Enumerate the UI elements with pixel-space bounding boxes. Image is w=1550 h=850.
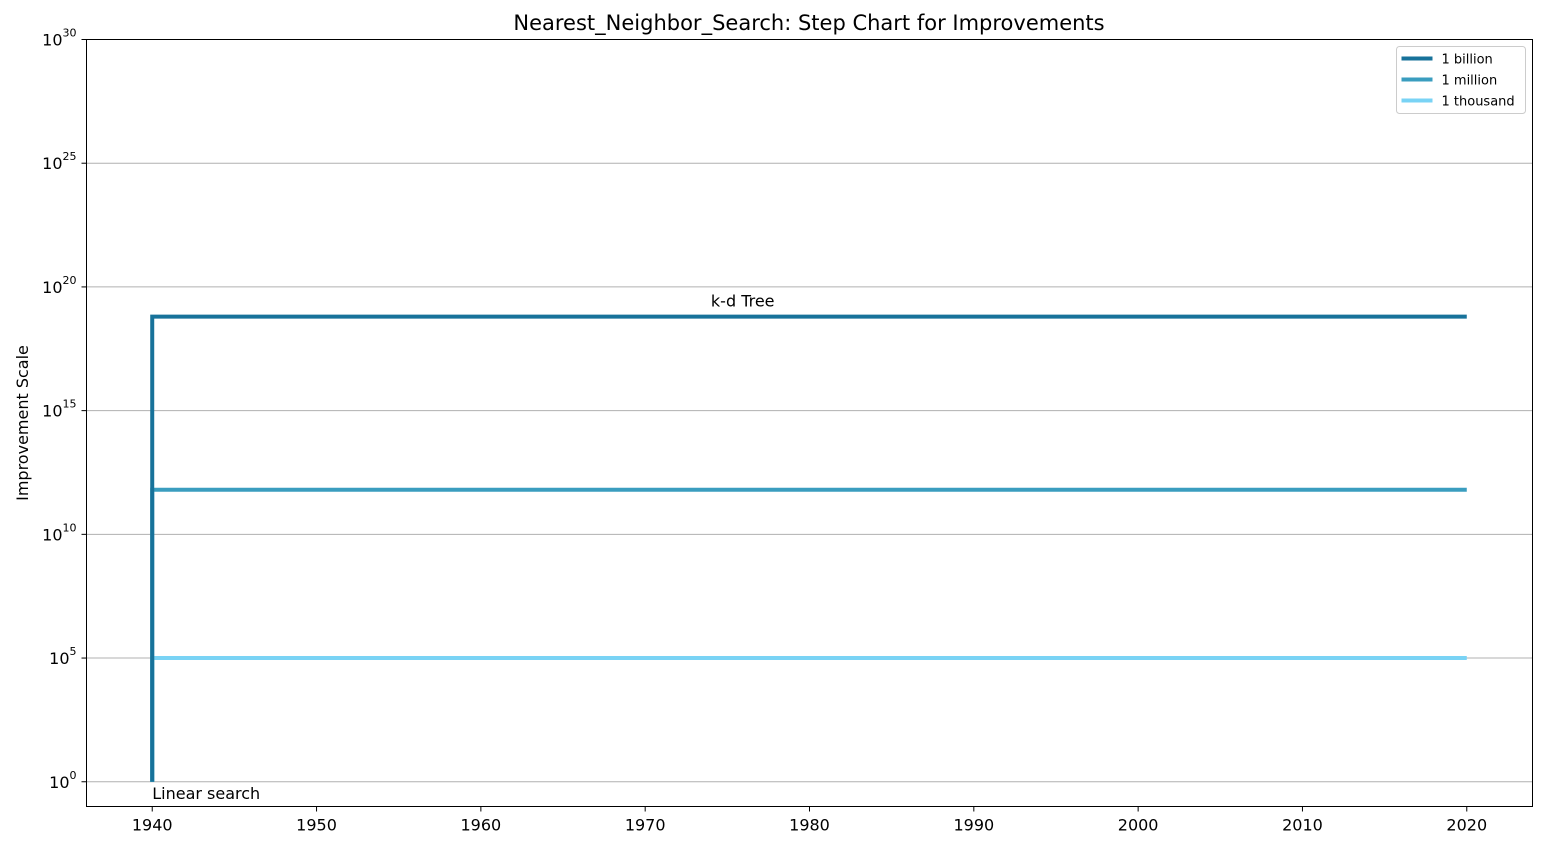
y-tick-label: 1030	[42, 27, 76, 50]
series-line-2	[150, 487, 1467, 782]
series-line-1	[150, 314, 1467, 782]
y-axis-label: Improvement Scale	[13, 345, 32, 501]
x-tick-label: 1970	[625, 816, 666, 835]
gridlines	[86, 39, 1533, 783]
y-axis-ticks: 100 105 1010 1015 1020 1025 1030	[42, 27, 87, 792]
x-tick-label: 2020	[1446, 816, 1487, 835]
y-tick-label: 1025	[42, 150, 76, 173]
x-tick-label: 1980	[789, 816, 830, 835]
x-tick-label: 2000	[1118, 816, 1159, 835]
chart-title: Nearest_Neighbor_Search: Step Chart for …	[513, 11, 1104, 36]
x-axis-ticks: 1940 1950 1960 1970 1980 1990 2000 2010 2020	[132, 806, 1487, 835]
x-tick-label: 1960	[461, 816, 502, 835]
x-tick-label: 1950	[296, 816, 337, 835]
series-lines	[150, 314, 1467, 782]
legend-label: 1 million	[1442, 74, 1498, 89]
legend-box	[1396, 46, 1526, 114]
annotation-label: Linear search	[152, 784, 260, 803]
legend: 1 billion 1 million 1 thousand	[1396, 46, 1526, 114]
legend-label: 1 thousand	[1442, 95, 1515, 110]
y-tick-label: 1010	[42, 521, 76, 544]
annotations: k-d Tree Linear search	[152, 292, 774, 803]
y-tick-label: 100	[49, 769, 76, 792]
annotation-label: k-d Tree	[711, 292, 775, 311]
plot-frame	[86, 39, 1533, 807]
x-tick-label: 1990	[953, 816, 994, 835]
legend-label: 1 billion	[1442, 53, 1493, 68]
x-tick-label: 2010	[1282, 816, 1323, 835]
y-tick-label: 1015	[42, 398, 76, 421]
y-tick-label: 105	[49, 645, 76, 668]
x-tick-label: 1940	[132, 816, 173, 835]
y-tick-label: 1020	[42, 274, 76, 297]
series-line-3	[150, 656, 1467, 782]
